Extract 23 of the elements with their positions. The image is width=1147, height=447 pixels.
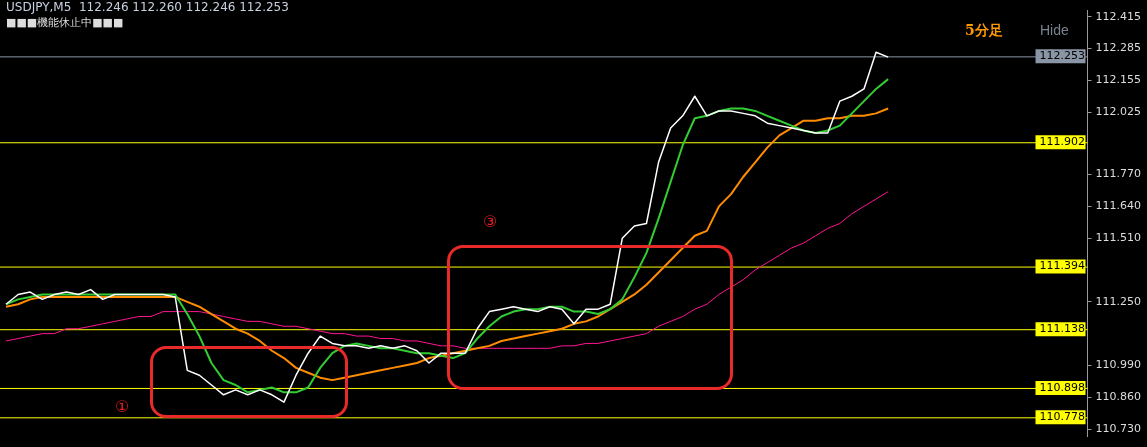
ref-line-label: 111.138 bbox=[1039, 322, 1086, 336]
ref-line-label: 110.778 bbox=[1039, 410, 1086, 424]
annotation: Hide bbox=[1040, 21, 1070, 38]
y-tick-label: 112.415 bbox=[1095, 9, 1142, 23]
ref-line-label: 111.902 bbox=[1039, 135, 1086, 149]
ref-line-label: 112.253 bbox=[1039, 49, 1086, 63]
y-tick-label: 112.155 bbox=[1095, 73, 1142, 87]
y-tick-label: 111.640 bbox=[1095, 199, 1142, 213]
chart-title: USDJPY,M5 112.246 112.260 112.246 112.253 bbox=[6, 0, 289, 15]
y-tick-label: 111.250 bbox=[1095, 294, 1142, 308]
y-tick-label: 112.285 bbox=[1095, 41, 1142, 55]
y-tick-label: 110.730 bbox=[1095, 421, 1142, 435]
ref-line-label: 110.898 bbox=[1039, 380, 1086, 394]
y-tick-label: 111.510 bbox=[1095, 231, 1142, 245]
annotation: ③ bbox=[483, 212, 498, 232]
annotation: 5分足 bbox=[965, 21, 1003, 38]
y-tick-label: 110.990 bbox=[1095, 358, 1142, 372]
ref-line-label: 111.394 bbox=[1039, 259, 1086, 273]
y-tick-label: 112.025 bbox=[1095, 105, 1142, 119]
annotation: ① bbox=[115, 397, 130, 417]
y-tick-label: 111.770 bbox=[1095, 167, 1142, 181]
y-tick-label: 110.860 bbox=[1095, 390, 1142, 404]
text: ■■■機能休止中■■■ bbox=[6, 15, 124, 29]
